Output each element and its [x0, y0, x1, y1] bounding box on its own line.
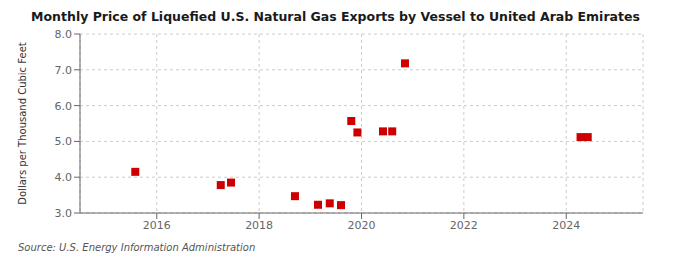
svg-text:4.0: 4.0: [55, 171, 73, 184]
svg-text:8.0: 8.0: [55, 28, 73, 41]
html-text:Source: U.S. Energy Informatio: Source: U.S. Energy Information Administ…: [18, 242, 256, 253]
html-text:Monthly Price of Liquefied U.S: Monthly Price of Liquefied U.S. Natural …: [31, 9, 640, 24]
svg-text:Dollars per Thousand Cubic Fee: Dollars per Thousand Cubic Feet: [17, 42, 28, 205]
svg-text:7.0: 7.0: [55, 64, 73, 77]
svg-text:2020: 2020: [348, 219, 376, 232]
svg-text:2018: 2018: [245, 219, 273, 232]
svg-text:2022: 2022: [450, 219, 478, 232]
svg-text:2024: 2024: [552, 219, 580, 232]
svg-text:5.0: 5.0: [55, 135, 73, 148]
svg-text:6.0: 6.0: [55, 100, 73, 113]
svg-text:2016: 2016: [143, 219, 171, 232]
svg-text:3.0: 3.0: [55, 207, 73, 220]
